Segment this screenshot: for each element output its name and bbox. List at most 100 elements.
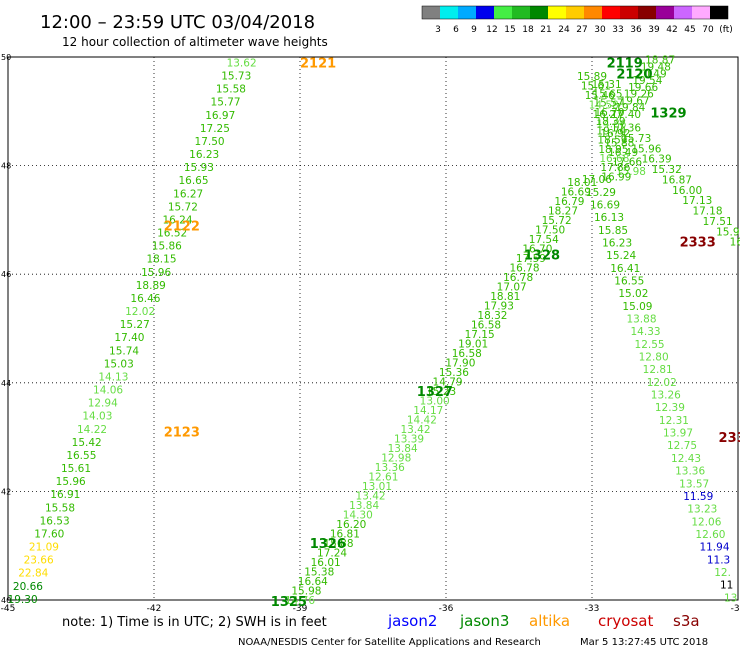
- x-tick-label: -45: [1, 604, 16, 614]
- wave-height-value: 15.77: [211, 97, 241, 109]
- wave-height-value: 16.13: [594, 212, 624, 224]
- wave-height-value: 16.91: [50, 489, 80, 501]
- wave-height-value: 12.: [714, 567, 731, 579]
- wave-height-value: 15.31: [592, 79, 622, 91]
- wave-height-value: 14.22: [77, 424, 107, 436]
- wave-height-value: 15.74: [109, 345, 139, 357]
- wave-height-value: 14.03: [82, 411, 112, 423]
- wave-height-value: 15.23: [426, 386, 456, 398]
- wave-height-value: 17.93: [484, 300, 514, 312]
- chart-title: 12:00 – 23:59 UTC 03/04/2018: [40, 12, 315, 33]
- wave-height-value: 13.62: [227, 57, 257, 69]
- wave-height-value: 14.42: [407, 414, 437, 426]
- credit-text: NOAA/NESDIS Center for Satellite Applica…: [238, 637, 541, 648]
- colorbar-swatch: [566, 6, 584, 19]
- wave-height-value: 15.58: [45, 502, 75, 514]
- legend-altika: altika: [529, 612, 570, 630]
- wave-height-value: 16.55: [614, 276, 644, 288]
- pass-label: 233: [719, 431, 740, 446]
- wave-height-value: 12.81: [643, 364, 673, 376]
- wave-height-value: 18.15: [146, 254, 176, 266]
- wave-height-value: 12.39: [655, 402, 685, 414]
- wave-height-value: 15.02: [618, 288, 648, 300]
- wave-height-value: 13.97: [663, 428, 693, 440]
- chart-subtitle: 12 hour collection of altimeter wave hei…: [62, 35, 328, 49]
- wave-height-value: 16.52: [157, 228, 187, 240]
- colorbar-frame: [421, 5, 729, 20]
- colorbar-swatch: [584, 6, 602, 19]
- x-tick-label: -30: [731, 604, 740, 614]
- colorbar-label: (ft): [719, 25, 733, 35]
- wave-height-value: 17.06: [582, 174, 612, 186]
- plot-area: -45 -42 -39 -36 -33 -30 40 42 44 46 48 50 13.62 15.7…: [1, 53, 740, 614]
- wave-height-value: 18.27: [548, 205, 578, 217]
- wave-height-value: 18.59: [597, 135, 627, 147]
- wave-height-value: 16.55: [66, 450, 96, 462]
- wave-height-value: 17.24: [317, 547, 347, 559]
- colorbar-swatch: [494, 6, 512, 19]
- wave-height-value: 19.01: [458, 338, 488, 350]
- wave-height-value: 19.74: [596, 125, 626, 137]
- wave-height-value: 12.61: [368, 471, 398, 483]
- colorbar-swatch: [530, 6, 548, 19]
- colorbar-swatch: [422, 6, 440, 19]
- wave-height-value: 11.3: [707, 554, 730, 566]
- wave-height-value: 12.94: [88, 398, 118, 410]
- wave-height-value: 16.58: [471, 319, 501, 331]
- wave-height-value: 15.85: [598, 225, 628, 237]
- pass-label: 2119: [607, 56, 643, 71]
- wave-height-value: 12.75: [667, 440, 697, 452]
- wave-height-value: 14.06: [93, 385, 123, 397]
- wave-height-value: 17.50: [195, 136, 225, 148]
- colorbar-label: 42: [666, 25, 677, 35]
- wave-height-value: 16.49: [608, 147, 638, 159]
- grid: [7, 56, 739, 601]
- colorbar-swatch: [548, 6, 566, 19]
- wave-height-value: 17.15: [465, 329, 495, 341]
- wave-height-value: 16.23: [189, 149, 219, 161]
- wave-height-value: 16.64: [298, 576, 328, 588]
- wave-height-value: 18.81: [490, 291, 520, 303]
- wave-height-value: 19.48: [641, 62, 671, 74]
- wave-height-value: 15.72: [542, 215, 572, 227]
- colorbar-label: 36: [630, 25, 642, 35]
- wave-height-value: 17.60: [34, 528, 64, 540]
- legend-cryosat: cryosat: [598, 612, 653, 630]
- wave-height-value: 13.39: [394, 433, 424, 445]
- wave-height-value: 15.42: [72, 437, 102, 449]
- wave-height-value: 13.88: [626, 314, 656, 326]
- colorbar-label: 30: [594, 25, 606, 35]
- wave-height-value: 12.02: [647, 377, 677, 389]
- colorbar-swatch: [512, 6, 530, 19]
- colorbar-label: 12: [486, 25, 497, 35]
- colorbar-swatch: [440, 6, 458, 19]
- wave-height-value: 16.00: [672, 185, 702, 197]
- wave-height-value: 15.61: [61, 463, 91, 475]
- y-tick-label: 44: [1, 379, 11, 388]
- legend: jason2 jason3 altika cryosat s3a: [387, 612, 700, 630]
- wave-height-value: 16.70: [594, 107, 624, 119]
- pass-label: 2123: [164, 426, 200, 441]
- wave-height-value: 16.46: [130, 293, 160, 305]
- colorbar-swatch: [602, 6, 620, 19]
- y-tick-label: 50: [1, 53, 11, 62]
- wave-height-value: 16.65: [178, 175, 208, 187]
- wave-height-value: 13.36: [675, 466, 705, 478]
- wave-height-value: 15.93: [184, 162, 214, 174]
- wave-height-value: 17.18: [692, 206, 722, 218]
- wave-height-value: 17.07: [497, 281, 527, 293]
- axis-tick-labels: -45 -42 -39 -36 -33 -30 40 42 44 46 48 50: [1, 53, 740, 614]
- wave-height-value: 17.86: [600, 162, 630, 174]
- wave-height-value: 13.23: [687, 504, 717, 516]
- wave-height-value: 15.65: [593, 88, 623, 100]
- wave-height-value: 15.72: [168, 201, 198, 213]
- wave-height-value: 15.61: [581, 81, 611, 93]
- wave-height-value: 15.98: [291, 585, 321, 597]
- wave-height-value: 12.55: [635, 339, 665, 351]
- x-tick-label: -33: [585, 604, 600, 614]
- wave-height-value: 16.53: [40, 515, 70, 527]
- wave-height-value: 15.58: [216, 84, 246, 96]
- wave-height-value: 12.80: [639, 352, 669, 364]
- wave-height-value: 16.81: [330, 528, 360, 540]
